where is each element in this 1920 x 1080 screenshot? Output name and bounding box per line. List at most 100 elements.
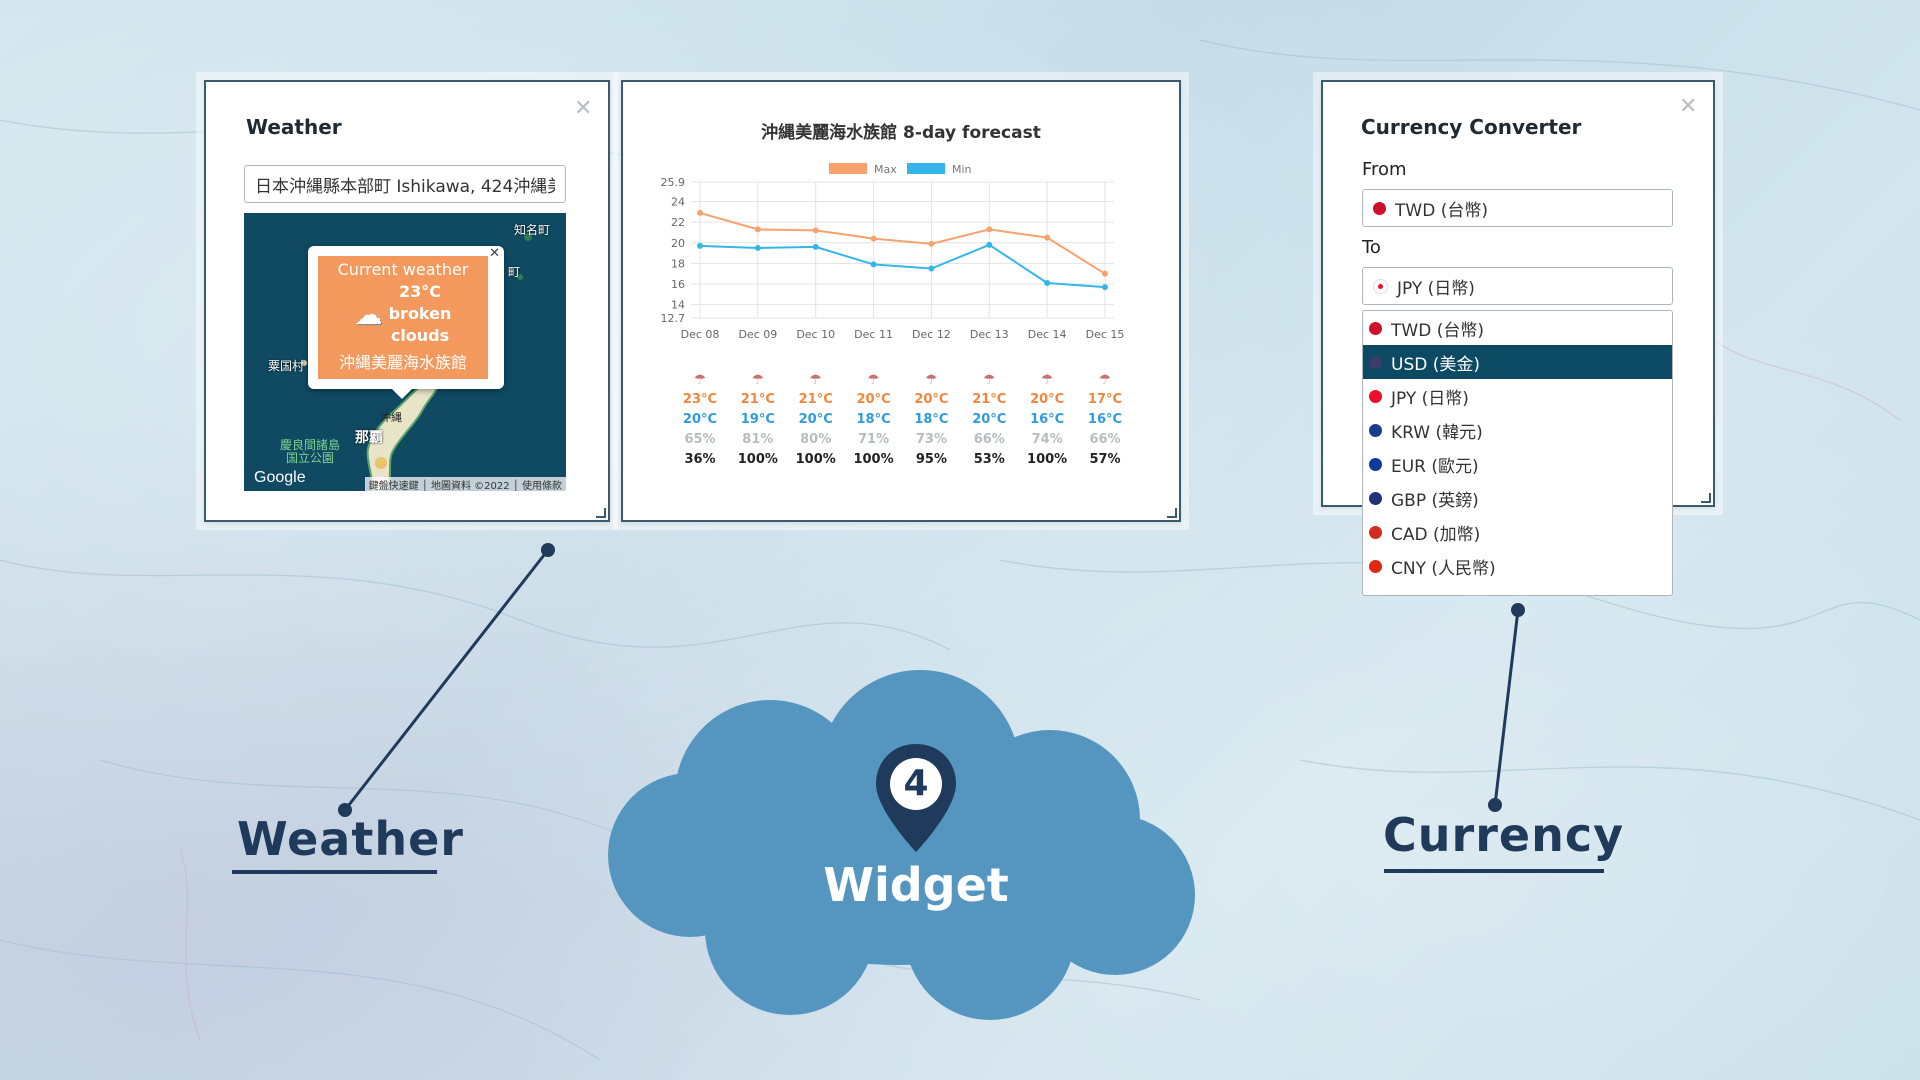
data-point	[754, 244, 761, 251]
popup-title: Current weather	[337, 260, 469, 279]
data-point	[1044, 234, 1051, 241]
humidity: 80%	[800, 432, 832, 447]
data-point	[986, 241, 993, 248]
currency-option[interactable]: TWD (台幣)	[1363, 311, 1672, 345]
widget-label: Widget	[823, 858, 1009, 912]
x-tick-label: Dec 10	[796, 328, 835, 341]
resize-handle[interactable]	[1167, 508, 1177, 518]
currency-underline	[1384, 869, 1604, 873]
max-temp: 21°C	[740, 392, 775, 407]
data-point	[697, 209, 703, 216]
humidity: 71%	[858, 432, 890, 447]
forecast-day-column: ☂ 21°C 19°C 81% 100%	[733, 370, 783, 470]
weather-widget-title: Weather	[246, 115, 342, 139]
currency-label: Currency	[1383, 808, 1625, 862]
x-tick-label: Dec 08	[681, 328, 720, 341]
map-land	[301, 233, 532, 491]
map-attribution[interactable]: 鍵盤快速鍵 │ 地圖資料 ©2022 │ 使用條款	[364, 477, 566, 491]
from-currency-select[interactable]: TWD (台幣)	[1362, 189, 1673, 227]
currency-option[interactable]: USD (美金)	[1363, 345, 1672, 379]
data-point	[754, 226, 761, 233]
rain-icon: ☂	[925, 372, 938, 388]
flag-icon	[1369, 389, 1382, 403]
min-temp: 20°C	[798, 412, 833, 427]
data-point	[870, 235, 877, 242]
flag-icon	[1369, 355, 1382, 369]
humidity: 66%	[973, 432, 1005, 447]
currency-option-label: EUR (歐元)	[1391, 456, 1479, 477]
currency-option[interactable]: EUR (歐元)	[1363, 447, 1672, 481]
min-temp: 18°C	[856, 412, 891, 427]
precip-chance: 95%	[915, 452, 947, 467]
data-point	[870, 261, 877, 268]
currency-option[interactable]: CAD (加幣)	[1363, 515, 1672, 549]
y-tick-label: 20	[671, 237, 685, 250]
data-point	[1102, 284, 1108, 291]
popup-close-icon[interactable]: ✕	[489, 246, 500, 261]
from-currency-value: TWD (台幣)	[1395, 200, 1488, 221]
precip-chance: 100%	[1027, 452, 1068, 467]
currency-option-label: TWD (台幣)	[1391, 320, 1484, 341]
max-temp: 23°C	[682, 392, 718, 407]
resize-handle[interactable]	[1701, 493, 1711, 503]
min-temp: 20°C	[682, 412, 718, 427]
currency-widget-title: Currency Converter	[1361, 115, 1582, 139]
map-label-okinawa: 沖縄	[380, 411, 402, 424]
location-pin-icon	[876, 744, 956, 852]
series-line	[699, 211, 1106, 275]
currency-dropdown-list[interactable]: TWD (台幣) USD (美金) JPY (日幣) KRW (韓元) EUR (歐元)…	[1362, 310, 1673, 596]
data-point	[986, 226, 993, 233]
cloud-icon: ☁	[354, 297, 383, 331]
humidity: 73%	[915, 432, 947, 447]
from-label: From	[1362, 159, 1407, 180]
map-view[interactable]: 知名町 町 粟国村 沖縄 那覇 慶良間諸島 国立公園 Google 鍵盤快速鍵 …	[244, 213, 566, 491]
flag-icon	[1369, 423, 1382, 437]
weather-underline	[232, 870, 437, 874]
close-icon[interactable]: ✕	[574, 96, 593, 121]
forecast-day-column: ☂ 20°C 18°C 73% 95%	[906, 370, 956, 470]
flag-icon	[1369, 559, 1382, 573]
max-temp: 21°C	[798, 392, 833, 407]
flag-icon	[1369, 491, 1382, 505]
map-label-north-town: 知名町	[514, 223, 551, 237]
precip-chance: 100%	[795, 452, 836, 467]
x-tick-label: Dec 11	[854, 328, 893, 341]
precip-chance: 100%	[853, 452, 894, 467]
currency-option[interactable]: GBP (英鎊)	[1363, 481, 1672, 515]
close-icon[interactable]: ✕	[1679, 94, 1698, 119]
min-temp: 18°C	[914, 412, 949, 427]
currency-option-label: CNY (人民幣)	[1391, 558, 1496, 579]
forecast-day-column: ☂ 17°C 16°C 66% 57%	[1080, 370, 1130, 470]
forecast-day-column: ☂ 20°C 16°C 74% 100%	[1022, 370, 1072, 470]
y-tick-label: 22	[671, 216, 685, 229]
precip-chance: 100%	[737, 452, 778, 467]
forecast-title: 沖縄美麗海水族館 8-day forecast	[761, 123, 1041, 143]
max-temp: 21°C	[972, 392, 1007, 407]
y-tick-label: 24	[671, 196, 685, 209]
forecast-day-column: ☂ 20°C 18°C 71% 100%	[849, 370, 899, 470]
y-tick-label: 12.7	[661, 312, 686, 325]
humidity: 81%	[742, 432, 774, 447]
currency-option[interactable]: KRW (韓元)	[1363, 413, 1672, 447]
currency-option-label: KRW (韓元)	[1391, 422, 1483, 443]
to-currency-select[interactable]: JPY (日幣)	[1362, 267, 1673, 305]
max-temp: 20°C	[914, 392, 949, 407]
flag-icon	[1369, 321, 1382, 335]
currency-option-label: GBP (英鎊)	[1391, 490, 1479, 511]
x-tick-label: Dec 13	[970, 328, 1009, 341]
data-point	[812, 243, 819, 250]
currency-option[interactable]: CNY (人民幣)	[1363, 549, 1672, 583]
data-point	[1102, 270, 1108, 277]
precip-chance: 57%	[1089, 452, 1121, 467]
popup-temp: 23°C	[398, 282, 441, 301]
data-point	[928, 240, 935, 247]
humidity: 65%	[684, 432, 716, 447]
location-input[interactable]: 日本沖縄縣本部町 Ishikawa, 424沖縄美	[244, 165, 566, 203]
currency-option[interactable]: JPY (日幣)	[1363, 379, 1672, 413]
forecast-day-column: ☂ 21°C 20°C 66% 53%	[964, 370, 1014, 470]
data-point	[928, 265, 935, 272]
resize-handle[interactable]	[596, 508, 606, 518]
legend-swatch	[829, 163, 867, 174]
widget-count-badge: 4	[903, 763, 929, 804]
